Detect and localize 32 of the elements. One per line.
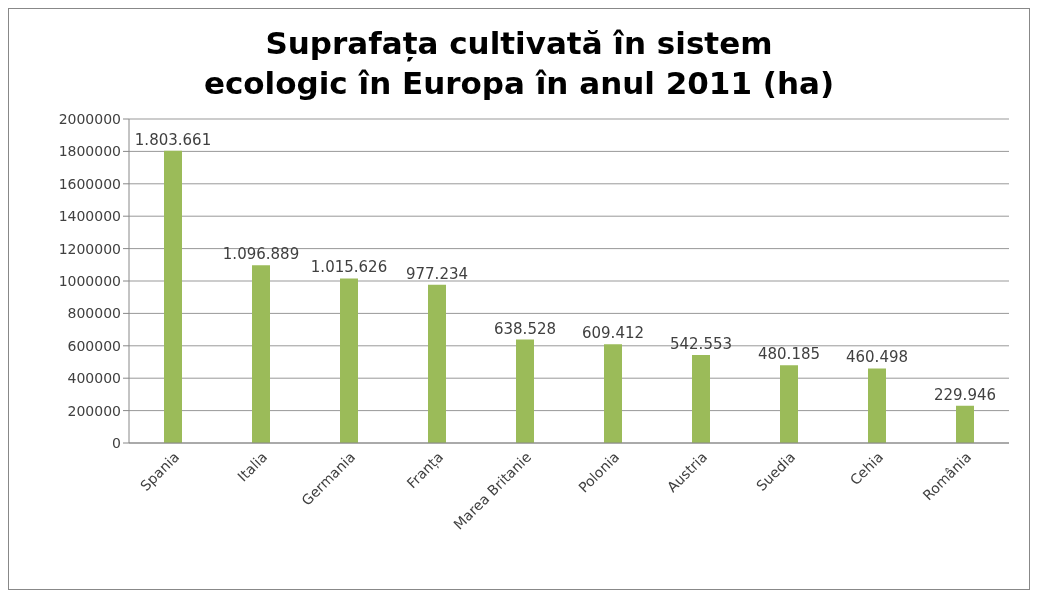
y-tick-label: 1200000 <box>58 240 121 257</box>
y-tick-label: 600000 <box>67 337 121 354</box>
data-label: 229.946 <box>933 385 997 404</box>
y-tick-label: 1400000 <box>58 208 121 225</box>
bar <box>780 365 798 443</box>
data-label: 1.096.889 <box>222 245 300 264</box>
y-tick-label: 200000 <box>67 402 121 419</box>
chart-title: Suprafața cultivată în sistem ecologic în Europa în anul 2011 (ha) <box>202 24 836 103</box>
bar <box>692 355 710 443</box>
data-label: 1.015.626 <box>310 258 388 277</box>
bar <box>164 150 182 443</box>
bar <box>868 368 886 443</box>
y-tick-label: 1800000 <box>58 143 121 160</box>
y-tick-label: 800000 <box>67 305 121 322</box>
bar <box>428 284 446 443</box>
data-label: 1.803.661 <box>134 130 212 149</box>
y-tick-label: 2000000 <box>58 110 121 127</box>
data-label: 609.412 <box>581 324 645 343</box>
y-tick-label: 1000000 <box>58 272 121 289</box>
bar <box>252 265 270 443</box>
data-label: 542.553 <box>669 335 733 354</box>
bar <box>340 278 358 443</box>
y-tick-label: 1600000 <box>58 175 121 192</box>
data-label: 638.528 <box>493 319 557 338</box>
bar <box>604 344 622 443</box>
bar <box>956 405 974 443</box>
data-label: 480.185 <box>757 345 821 364</box>
y-tick-label: 400000 <box>67 370 121 387</box>
data-label: 460.498 <box>845 348 909 367</box>
y-tick-label: 0 <box>112 434 121 451</box>
data-label: 977.234 <box>405 264 469 283</box>
bar <box>516 339 534 443</box>
